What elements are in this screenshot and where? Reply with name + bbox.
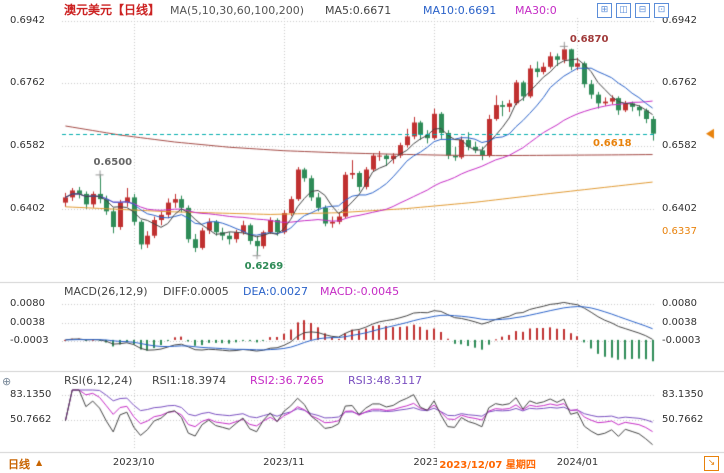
rsi-axis-label-left: 83.1350 [10, 389, 52, 401]
price-annotation: 0.6500 [93, 157, 133, 169]
macd-hist-label: MACD:-0.0045 [320, 285, 400, 298]
macd-axis-label-left: 0.0080 [10, 297, 45, 309]
price-annotation: 0.6269 [244, 261, 284, 273]
single-layout-icon[interactable]: ⊡ [654, 3, 669, 18]
instrument-title[interactable]: 澳元美元【日线】 [64, 3, 161, 17]
ma5-value-label: MA5:0.6671 [325, 4, 392, 17]
price-axis-label-left: 0.6762 [10, 77, 45, 89]
grid-layout-icon[interactable]: ⊞ [597, 3, 612, 18]
macd-axis-label-right: 0.0038 [662, 316, 697, 328]
rsi1-value-label: RSI1:18.3974 [152, 374, 227, 387]
macd-axis-label-right: 0.0080 [662, 297, 697, 309]
price-axis-label-right: 0.6762 [662, 77, 697, 89]
rsi-title: RSI(6,12,24) [64, 374, 133, 387]
price-axis-label-left: 0.6942 [10, 14, 45, 26]
x-axis-tick: 2023/12 [413, 457, 455, 468]
rsi-axis-label-right: 50.7662 [662, 414, 704, 426]
rsi-settings-icon[interactable]: ⊕ [2, 375, 12, 388]
last-price-label: 0.6618 [593, 137, 632, 149]
period-selector[interactable]: 日线 [8, 458, 30, 471]
macd-dea-label: DEA:0.0027 [243, 285, 308, 298]
rsi3-value-label: RSI3:48.3117 [348, 374, 423, 387]
price-axis-label-right: 0.6582 [662, 140, 697, 152]
price-axis-label-left: 0.6582 [10, 140, 45, 152]
macd-axis-label-left: 0.0038 [10, 316, 45, 328]
x-axis-tick: 2023/10 [112, 457, 155, 468]
price-axis-label-right: 0.6402 [662, 202, 697, 214]
macd-axis-label-left: -0.0003 [10, 335, 49, 347]
price-axis-label-left: 0.6402 [10, 202, 45, 214]
highlighted-date-label: 2023/12/07 星期四 [437, 456, 538, 471]
period-dropdown-arrow-icon[interactable]: ▲ [36, 458, 43, 467]
ma10-value-label: MA10:0.6691 [423, 4, 497, 17]
ma-group-label: MA(5,10,30,60,100,200) [170, 4, 305, 17]
row-layout-icon[interactable]: ⊟ [635, 3, 650, 18]
column-layout-icon[interactable]: ◫ [616, 3, 631, 18]
rsi2-value-label: RSI2:36.7265 [250, 374, 325, 387]
macd-diff-label: DIFF:0.0005 [163, 285, 229, 298]
chart-toolbar: ⊞ ◫ ⊟ ⊡ [597, 3, 669, 18]
x-axis-tick: 2024/01 [556, 457, 599, 468]
price-axis-label-right: 0.6942 [662, 14, 697, 26]
expand-icon[interactable]: ↘ [704, 456, 719, 471]
price-annotation: 0.6870 [569, 33, 609, 45]
rsi-axis-label-left: 50.7662 [10, 414, 52, 426]
support-level-label: 0.6337 [662, 225, 697, 237]
macd-title: MACD(26,12,9) [64, 285, 148, 298]
ma30-value-label: MA30:0 [515, 4, 557, 17]
macd-axis-label-right: -0.0003 [662, 335, 701, 347]
rsi-axis-label-right: 83.1350 [662, 389, 704, 401]
x-axis-tick: 2023/11 [263, 457, 305, 468]
